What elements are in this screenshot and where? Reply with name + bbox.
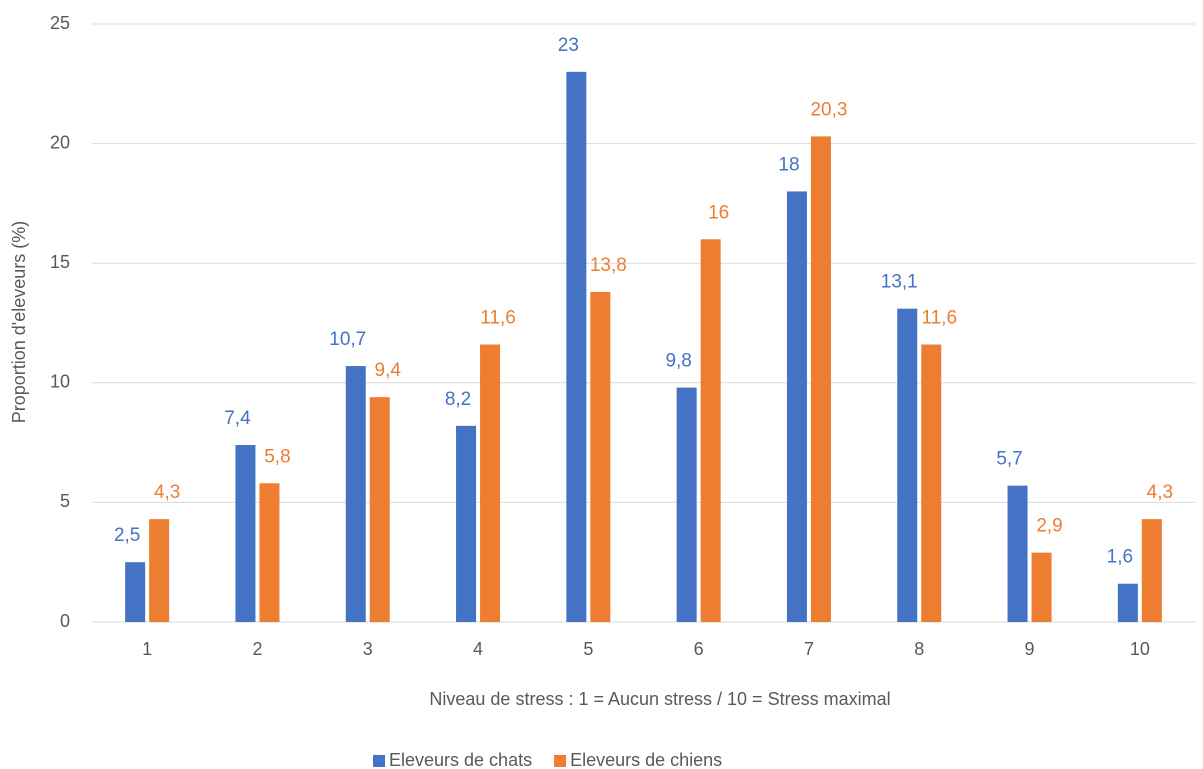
value-label: 4,3: [154, 482, 180, 503]
value-label: 2,5: [114, 525, 140, 546]
bar: [786, 191, 807, 622]
value-label: 10,7: [329, 329, 366, 350]
y-tick-label: 10: [50, 372, 70, 392]
value-label: 11,6: [480, 308, 516, 329]
x-tick-label: 6: [694, 639, 704, 659]
bar: [566, 71, 587, 623]
bar: [676, 387, 697, 622]
value-label: 2,9: [1036, 516, 1062, 537]
bar: [125, 562, 146, 622]
x-tick-label: 1: [142, 639, 152, 659]
y-tick-label: 0: [60, 611, 70, 631]
bar: [1117, 583, 1138, 622]
value-label: 13,1: [881, 272, 918, 293]
x-axis-label: Niveau de stress : 1 = Aucun stress / 10…: [429, 689, 890, 709]
y-tick-label: 5: [60, 491, 70, 511]
y-tick-label: 20: [50, 132, 70, 152]
value-label: 4,3: [1147, 482, 1173, 503]
y-tick-label: 15: [50, 252, 70, 272]
value-label: 16: [708, 202, 729, 223]
x-tick-label: 7: [804, 639, 814, 659]
bar: [369, 397, 390, 622]
legend-swatch: [554, 755, 567, 767]
y-axis-label: Proportion d'eleveurs (%): [9, 221, 29, 424]
legend-label: Eleveurs de chats: [389, 750, 532, 769]
value-label: 7,4: [224, 408, 251, 429]
value-label: 9,8: [665, 351, 691, 372]
x-tick-label: 9: [1025, 639, 1035, 659]
legend-label: Eleveurs de chiens: [570, 750, 722, 769]
x-tick-label: 10: [1130, 639, 1150, 659]
x-tick-label: 3: [363, 639, 373, 659]
value-label: 18: [778, 154, 799, 175]
x-tick-label: 8: [914, 639, 924, 659]
value-label: 23: [558, 35, 579, 56]
value-label: 20,3: [810, 99, 847, 120]
value-label: 5,8: [264, 446, 290, 467]
bar: [480, 344, 501, 622]
bar: [897, 308, 918, 622]
bar: [1007, 485, 1028, 622]
bar: [590, 291, 611, 622]
bar: [235, 444, 256, 622]
bar: [149, 519, 170, 622]
x-tick-label: 2: [252, 639, 262, 659]
legend-swatch: [373, 755, 385, 767]
bar: [456, 425, 477, 622]
value-label: 8,2: [445, 389, 471, 410]
value-label: 13,8: [590, 255, 627, 276]
x-tick-label: 5: [583, 639, 593, 659]
y-tick-label: 25: [50, 13, 70, 33]
value-label: 1,6: [1107, 547, 1133, 568]
value-label: 11,6: [921, 308, 957, 329]
bar: [921, 344, 942, 622]
x-tick-label: 4: [473, 639, 483, 659]
value-label: 5,7: [996, 449, 1022, 470]
bar: [345, 366, 366, 622]
bar: [259, 483, 280, 622]
bar: [1141, 519, 1162, 622]
value-label: 9,4: [375, 360, 402, 381]
bar: [810, 136, 831, 622]
bar: [1031, 552, 1052, 622]
bar: [700, 239, 721, 622]
